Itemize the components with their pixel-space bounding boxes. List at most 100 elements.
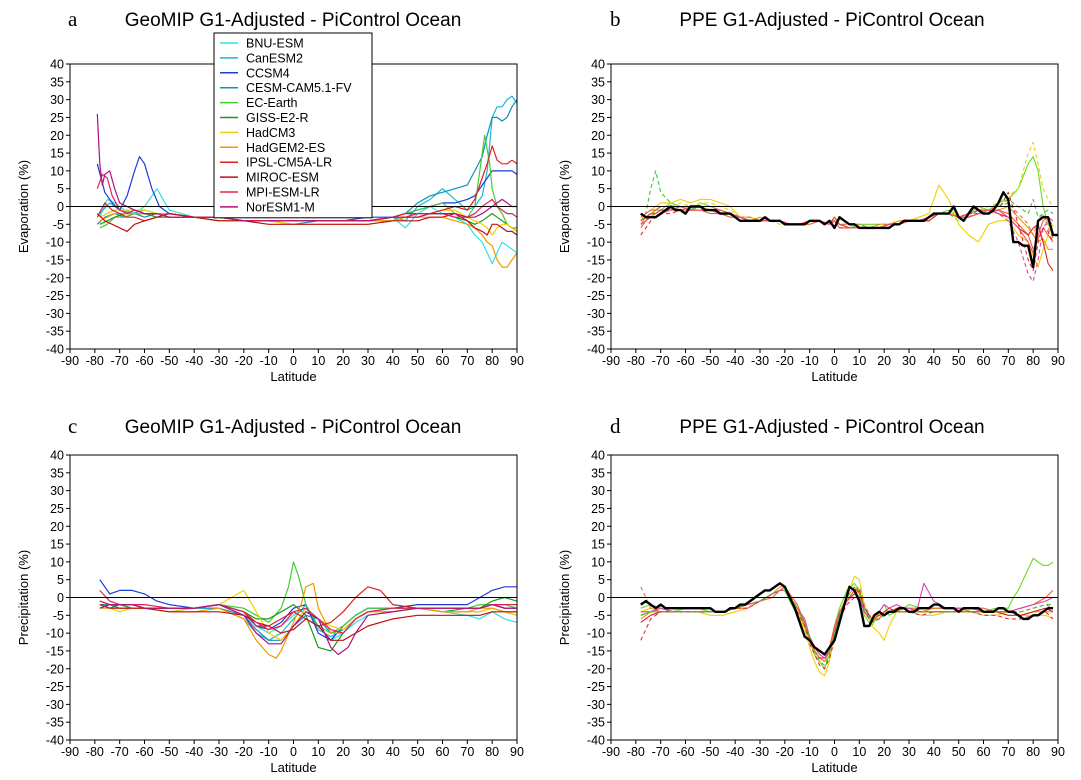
legend-entry: HadCM3 [246, 126, 295, 140]
y-tick-label: -5 [53, 218, 64, 232]
x-axis-label: Latitude [811, 760, 857, 775]
series-line-9 [640, 202, 1054, 239]
y-tick-label: 40 [50, 449, 64, 463]
x-tick-label: -60 [135, 354, 153, 368]
y-tick-label: -30 [587, 307, 605, 321]
series-group [99, 561, 517, 659]
x-tick-label: 60 [436, 354, 450, 368]
panel-letter: a [68, 7, 78, 31]
series-line-9 [640, 582, 1053, 656]
y-tick-label: -15 [587, 644, 605, 658]
legend: BNU-ESMCanESM2CCSM4CESM-CAM5.1-FVEC-Eart… [213, 32, 373, 219]
y-tick-label: 25 [50, 111, 64, 125]
x-tick-label: 60 [436, 745, 450, 759]
x-tick-label: -20 [235, 354, 253, 368]
x-tick-label: 40 [927, 354, 941, 368]
series-line-11 [640, 191, 1058, 269]
panel-letter: d [610, 414, 621, 438]
legend-entry: EC-Earth [246, 96, 297, 110]
y-tick-label: -40 [587, 343, 605, 357]
legend-box [213, 32, 373, 219]
y-tick-label: -15 [46, 644, 64, 658]
y-tick-label: 10 [50, 164, 64, 178]
panel-letter: c [68, 414, 77, 438]
y-tick-label: 0 [598, 591, 605, 605]
x-tick-label: 80 [485, 354, 499, 368]
y-tick-label: 30 [50, 484, 64, 498]
x-axis-label: Latitude [811, 369, 857, 384]
x-tick-label: -10 [260, 745, 278, 759]
legend-entry: NorESM1-M [246, 200, 315, 214]
x-tick-label: -50 [701, 354, 719, 368]
x-tick-label: -10 [260, 354, 278, 368]
series-line-miroc-esm [96, 213, 517, 236]
y-tick-label: -25 [46, 289, 64, 303]
x-tick-label: -40 [726, 745, 744, 759]
y-tick-label: 20 [50, 129, 64, 143]
x-tick-label: -10 [801, 354, 819, 368]
series-line-11 [99, 603, 517, 656]
x-tick-label: -70 [652, 354, 670, 368]
x-tick-label: 30 [361, 354, 375, 368]
x-tick-label: 50 [411, 745, 425, 759]
y-tick-label: 40 [591, 58, 605, 72]
y-tick-label: 40 [591, 449, 605, 463]
x-tick-label: -30 [751, 745, 769, 759]
x-tick-label: 0 [290, 354, 297, 368]
y-tick-label: 10 [50, 555, 64, 569]
x-tick-label: 20 [336, 745, 350, 759]
y-axis-label: Evaporation (%) [16, 160, 31, 253]
x-tick-label: 90 [510, 354, 524, 368]
x-tick-label: 10 [311, 745, 325, 759]
x-tick-label: 70 [460, 745, 474, 759]
x-tick-label: 90 [1051, 745, 1065, 759]
y-tick-label: -20 [46, 662, 64, 676]
y-tick-label: -25 [587, 680, 605, 694]
x-tick-label: -90 [602, 354, 620, 368]
x-tick-label: 0 [831, 354, 838, 368]
y-tick-label: 5 [57, 573, 64, 587]
y-tick-label: 0 [57, 591, 64, 605]
y-tick-label: -35 [587, 325, 605, 339]
x-tick-label: 30 [361, 745, 375, 759]
x-tick-label: 30 [902, 354, 916, 368]
y-tick-label: 20 [50, 520, 64, 534]
legend-entry: MPI-ESM-LR [246, 186, 320, 200]
y-tick-label: -20 [587, 662, 605, 676]
x-tick-label: -70 [111, 354, 129, 368]
series-line-9 [99, 604, 517, 641]
x-tick-label: -80 [86, 354, 104, 368]
x-tick-label: 50 [411, 354, 425, 368]
x-tick-label: -20 [776, 745, 794, 759]
x-tick-label: 0 [290, 745, 297, 759]
x-tick-label: 80 [1026, 745, 1040, 759]
x-tick-label: -90 [61, 354, 79, 368]
series-line-3 [640, 141, 1054, 229]
x-tick-label: 30 [902, 745, 916, 759]
x-tick-label: 60 [977, 354, 991, 368]
y-tick-label: 15 [50, 538, 64, 552]
legend-entry: CanESM2 [246, 51, 303, 65]
y-axis-label: Precipitation (%) [557, 550, 572, 645]
x-tick-label: 50 [952, 354, 966, 368]
y-tick-label: -10 [587, 627, 605, 641]
x-tick-label: -80 [627, 745, 645, 759]
y-tick-label: -5 [53, 609, 64, 623]
y-tick-label: 35 [50, 466, 64, 480]
y-tick-label: 25 [591, 502, 605, 516]
y-tick-label: -30 [46, 307, 64, 321]
x-tick-label: -50 [701, 745, 719, 759]
y-tick-label: -40 [46, 734, 64, 748]
x-tick-label: -40 [185, 745, 203, 759]
x-tick-label: -30 [210, 354, 228, 368]
x-tick-label: 40 [927, 745, 941, 759]
x-axis-label: Latitude [270, 760, 316, 775]
x-tick-label: -10 [801, 745, 819, 759]
y-tick-label: -15 [46, 253, 64, 267]
x-tick-label: -30 [751, 354, 769, 368]
series-line-10 [640, 205, 1054, 254]
series-line-2 [640, 184, 1054, 268]
y-tick-label: -30 [587, 698, 605, 712]
x-tick-label: 0 [831, 745, 838, 759]
